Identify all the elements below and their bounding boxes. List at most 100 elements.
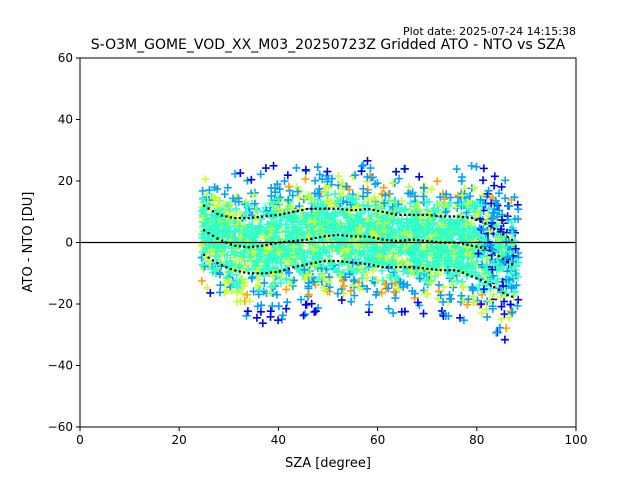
scatter-point bbox=[419, 309, 428, 318]
scatter-point bbox=[252, 313, 261, 322]
scatter-point bbox=[306, 194, 315, 203]
scatter-point bbox=[235, 222, 244, 231]
bin-minus-std-marker bbox=[211, 259, 215, 262]
scatter-point bbox=[338, 259, 347, 268]
scatter-point bbox=[465, 231, 474, 240]
scatter-point bbox=[485, 204, 494, 213]
scatter-point bbox=[479, 164, 488, 173]
scatter-point bbox=[250, 199, 259, 208]
scatter-point bbox=[224, 267, 233, 276]
bin-minus-std-marker bbox=[301, 264, 304, 267]
scatter-point bbox=[371, 290, 380, 299]
bin-mean-marker bbox=[225, 241, 228, 244]
scatter-point bbox=[375, 223, 384, 232]
scatter-point bbox=[318, 254, 327, 263]
scatter-point bbox=[366, 164, 375, 173]
bin-minus-std-marker bbox=[229, 267, 232, 271]
y-tick-label: −40 bbox=[48, 359, 73, 373]
scatter-point bbox=[508, 230, 517, 239]
scatter-point bbox=[456, 211, 465, 220]
scatter-point bbox=[356, 263, 365, 272]
x-tick-label: 80 bbox=[469, 433, 484, 447]
scatter-point bbox=[478, 199, 487, 208]
scatter-point bbox=[237, 255, 246, 264]
scatter-point bbox=[370, 192, 379, 201]
scatter-point bbox=[209, 265, 218, 274]
scatter-point bbox=[472, 162, 481, 171]
bin-mean-marker bbox=[265, 243, 268, 247]
bin-mean-marker bbox=[319, 235, 322, 239]
scatter-point bbox=[286, 232, 295, 241]
scatter-point bbox=[488, 302, 497, 311]
bin-mean-marker bbox=[466, 243, 469, 246]
bin-mean-marker bbox=[493, 252, 496, 255]
bin-minus-std-marker bbox=[372, 264, 375, 267]
scatter-point bbox=[363, 284, 372, 293]
scatter-point bbox=[364, 206, 373, 215]
scatter-point bbox=[286, 280, 295, 289]
scatter-point bbox=[383, 224, 392, 233]
scatter-point bbox=[341, 223, 350, 232]
bin-mean-marker bbox=[234, 244, 237, 247]
bin-minus-std-marker bbox=[466, 273, 469, 276]
bin-plus-std-marker bbox=[292, 210, 295, 213]
scatter-point bbox=[264, 251, 273, 260]
bin-minus-std-marker bbox=[475, 277, 478, 280]
scatter-point bbox=[229, 233, 238, 242]
bin-plus-std-marker bbox=[381, 210, 384, 213]
scatter-point bbox=[231, 169, 240, 178]
scatter-point bbox=[331, 189, 340, 198]
scatter-point bbox=[292, 163, 301, 172]
bin-mean-marker bbox=[261, 244, 264, 247]
bin-minus-std-marker bbox=[408, 266, 411, 269]
scatter-point bbox=[439, 282, 448, 291]
scatter-point bbox=[369, 266, 378, 275]
bin-mean-marker bbox=[457, 241, 460, 245]
scatter-point bbox=[372, 276, 381, 285]
scatter-point bbox=[223, 183, 232, 192]
chart-title: S-O3M_GOME_VOD_XX_M03_20250723Z Gridded … bbox=[91, 37, 566, 53]
bin-plus-std-marker bbox=[363, 207, 366, 211]
scatter-point bbox=[307, 212, 316, 221]
scatter-point bbox=[400, 307, 409, 316]
scatter-point bbox=[292, 250, 301, 259]
scatter-point bbox=[497, 263, 506, 272]
scatter-point bbox=[274, 248, 283, 257]
scatter-point bbox=[390, 215, 399, 224]
bin-plus-std-marker bbox=[435, 214, 438, 217]
scatter-point bbox=[501, 194, 510, 203]
scatter-point bbox=[497, 302, 506, 311]
scatter-point bbox=[313, 195, 322, 204]
scatter-point bbox=[337, 296, 346, 305]
scatter-point bbox=[258, 319, 267, 328]
scatter-point bbox=[293, 229, 302, 238]
scatter-point bbox=[224, 276, 233, 285]
scatter-point bbox=[327, 258, 336, 267]
scatter-point bbox=[289, 242, 298, 251]
scatter-point bbox=[454, 228, 463, 237]
scatter-point bbox=[500, 297, 509, 306]
scatter-point bbox=[409, 256, 418, 265]
bin-minus-std-marker bbox=[327, 259, 331, 263]
scatter-point bbox=[324, 214, 333, 223]
scatter-point bbox=[203, 283, 212, 292]
scatter-point bbox=[361, 264, 370, 273]
scatter-point bbox=[485, 227, 494, 236]
scatter-point bbox=[434, 224, 443, 233]
scatter-point bbox=[459, 296, 468, 305]
bin-plus-std-marker bbox=[252, 216, 255, 219]
scatter-point bbox=[430, 204, 439, 213]
bin-mean-marker bbox=[211, 234, 215, 237]
scatter-point bbox=[390, 228, 399, 237]
scatter-point bbox=[350, 291, 359, 300]
scatter-point bbox=[444, 253, 453, 262]
scatter-point bbox=[445, 271, 454, 280]
scatter-point bbox=[400, 229, 409, 238]
scatter-point bbox=[324, 278, 333, 287]
scatter-point bbox=[504, 275, 513, 284]
scatter-point bbox=[274, 302, 283, 311]
scatter-point bbox=[438, 230, 447, 239]
bin-minus-std-marker bbox=[247, 272, 250, 275]
bin-mean-marker bbox=[256, 245, 259, 248]
scatter-point bbox=[198, 213, 207, 222]
